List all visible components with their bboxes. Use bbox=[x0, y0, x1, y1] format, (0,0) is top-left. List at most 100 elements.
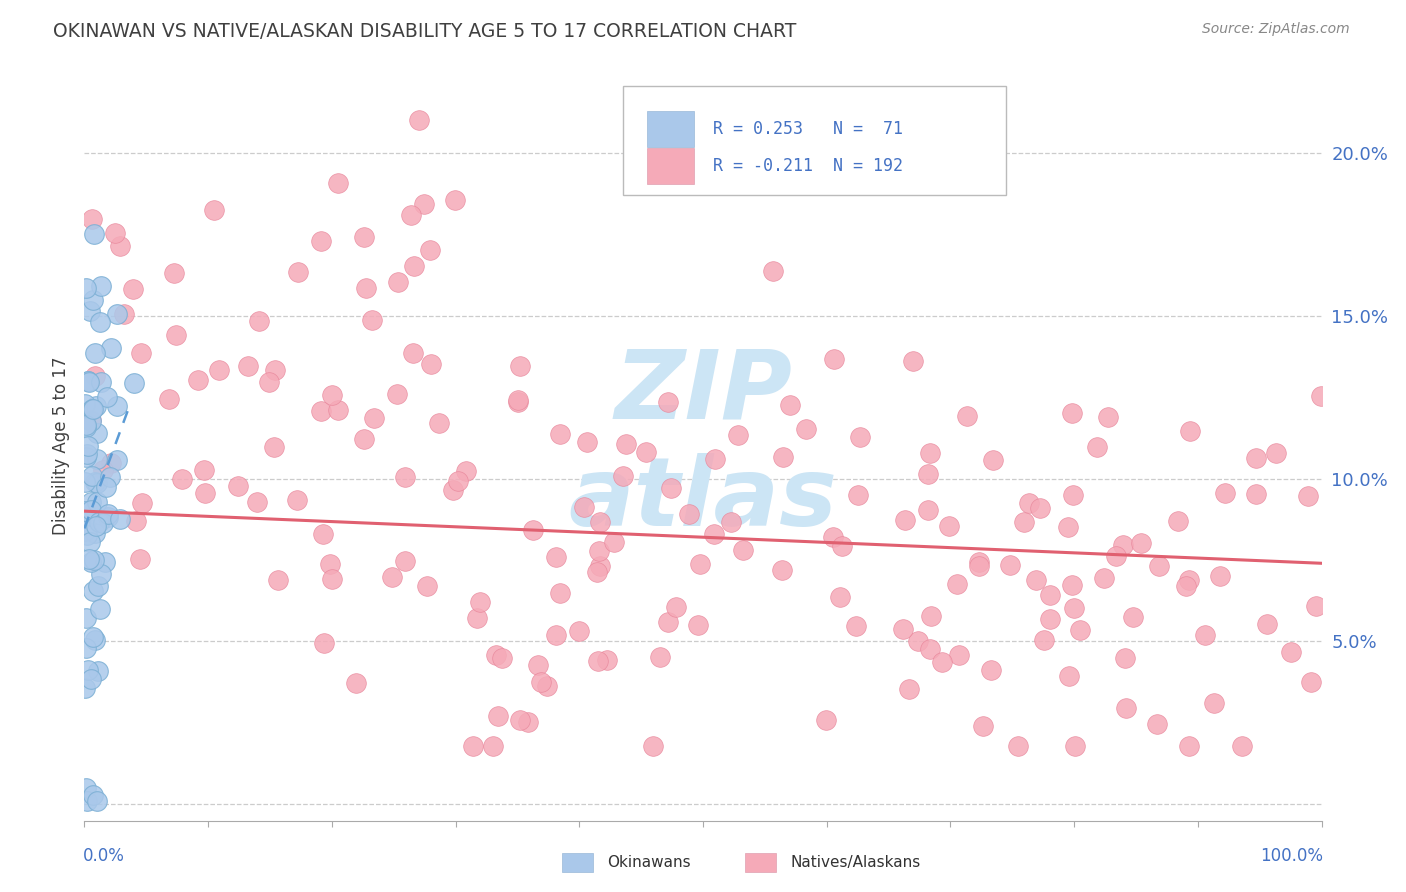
Point bbox=[165, 328, 187, 343]
Point bbox=[588, 544, 610, 558]
Point bbox=[93, 555, 115, 569]
Point bbox=[77, 552, 100, 566]
Point bbox=[548, 586, 571, 600]
Point bbox=[312, 636, 335, 650]
Point bbox=[530, 675, 553, 690]
Point bbox=[287, 265, 309, 279]
Point bbox=[1146, 716, 1168, 731]
Point bbox=[1256, 616, 1278, 631]
FancyBboxPatch shape bbox=[623, 87, 1007, 195]
Point bbox=[1244, 487, 1267, 501]
Point bbox=[1039, 588, 1062, 602]
Point bbox=[1178, 573, 1201, 587]
Point bbox=[80, 401, 103, 416]
Point bbox=[920, 608, 942, 623]
Point bbox=[901, 354, 924, 368]
Point bbox=[121, 282, 143, 296]
Point bbox=[1029, 500, 1052, 515]
Text: R = -0.211  N = 192: R = -0.211 N = 192 bbox=[713, 157, 903, 175]
Point bbox=[1062, 488, 1084, 502]
Point bbox=[75, 611, 97, 625]
Bar bbox=[647, 148, 695, 184]
Point bbox=[1069, 623, 1091, 637]
Text: Okinawans: Okinawans bbox=[607, 855, 690, 870]
Point bbox=[82, 630, 104, 644]
Point bbox=[447, 474, 470, 488]
Point bbox=[91, 463, 114, 477]
Point bbox=[83, 346, 105, 360]
Point bbox=[84, 519, 107, 533]
Point bbox=[80, 212, 103, 227]
Point bbox=[125, 514, 148, 528]
Text: Source: ZipAtlas.com: Source: ZipAtlas.com bbox=[1202, 22, 1350, 37]
Point bbox=[550, 426, 572, 441]
Point bbox=[586, 654, 609, 668]
Point bbox=[387, 275, 409, 289]
Point bbox=[981, 453, 1004, 467]
Point bbox=[1033, 632, 1056, 647]
Point bbox=[86, 426, 108, 441]
Point bbox=[1178, 424, 1201, 438]
Point bbox=[980, 664, 1002, 678]
Point bbox=[468, 595, 491, 609]
Point bbox=[602, 534, 624, 549]
Point bbox=[75, 417, 97, 432]
Point bbox=[589, 558, 612, 573]
Point bbox=[1213, 486, 1236, 500]
Point bbox=[100, 470, 122, 484]
Point bbox=[415, 579, 437, 593]
Point bbox=[75, 419, 97, 434]
Point bbox=[108, 512, 131, 526]
Point bbox=[443, 483, 465, 497]
Point bbox=[482, 739, 505, 753]
Point bbox=[354, 281, 377, 295]
Point bbox=[491, 651, 513, 665]
Point bbox=[1232, 739, 1254, 753]
Point bbox=[419, 244, 441, 258]
Point bbox=[546, 549, 568, 564]
Text: 0.0%: 0.0% bbox=[83, 847, 125, 864]
Point bbox=[898, 681, 921, 696]
Point bbox=[1000, 558, 1022, 572]
Point bbox=[321, 388, 343, 402]
Point bbox=[91, 516, 114, 530]
Point bbox=[89, 315, 111, 329]
Point bbox=[1025, 573, 1047, 587]
Point bbox=[267, 573, 290, 587]
Text: 100.0%: 100.0% bbox=[1260, 847, 1323, 864]
Text: R = 0.253   N =  71: R = 0.253 N = 71 bbox=[713, 120, 903, 137]
Point bbox=[90, 375, 112, 389]
Point bbox=[1178, 739, 1201, 753]
Point bbox=[363, 411, 385, 425]
Point bbox=[815, 714, 838, 728]
Point bbox=[733, 543, 755, 558]
Point bbox=[86, 476, 108, 491]
Point bbox=[1175, 579, 1198, 593]
Point bbox=[76, 528, 98, 542]
Point bbox=[247, 313, 270, 327]
Point bbox=[720, 516, 742, 530]
Point bbox=[956, 409, 979, 423]
Point bbox=[402, 346, 425, 360]
Point bbox=[846, 488, 869, 502]
Point bbox=[727, 428, 749, 442]
Point bbox=[84, 633, 107, 648]
Point bbox=[1092, 571, 1115, 585]
Point bbox=[657, 615, 679, 629]
Point bbox=[75, 519, 97, 533]
Point bbox=[461, 739, 484, 753]
Point bbox=[100, 456, 122, 470]
Point bbox=[83, 553, 105, 567]
Point bbox=[1104, 549, 1126, 564]
Point bbox=[772, 450, 794, 465]
Point bbox=[321, 572, 343, 586]
Point bbox=[208, 363, 231, 377]
Point bbox=[517, 715, 540, 730]
Point bbox=[794, 422, 817, 436]
Point bbox=[83, 526, 105, 541]
Point bbox=[129, 551, 152, 566]
Point bbox=[485, 648, 508, 662]
Point bbox=[246, 495, 269, 509]
Point bbox=[172, 472, 194, 486]
Point bbox=[636, 445, 658, 459]
